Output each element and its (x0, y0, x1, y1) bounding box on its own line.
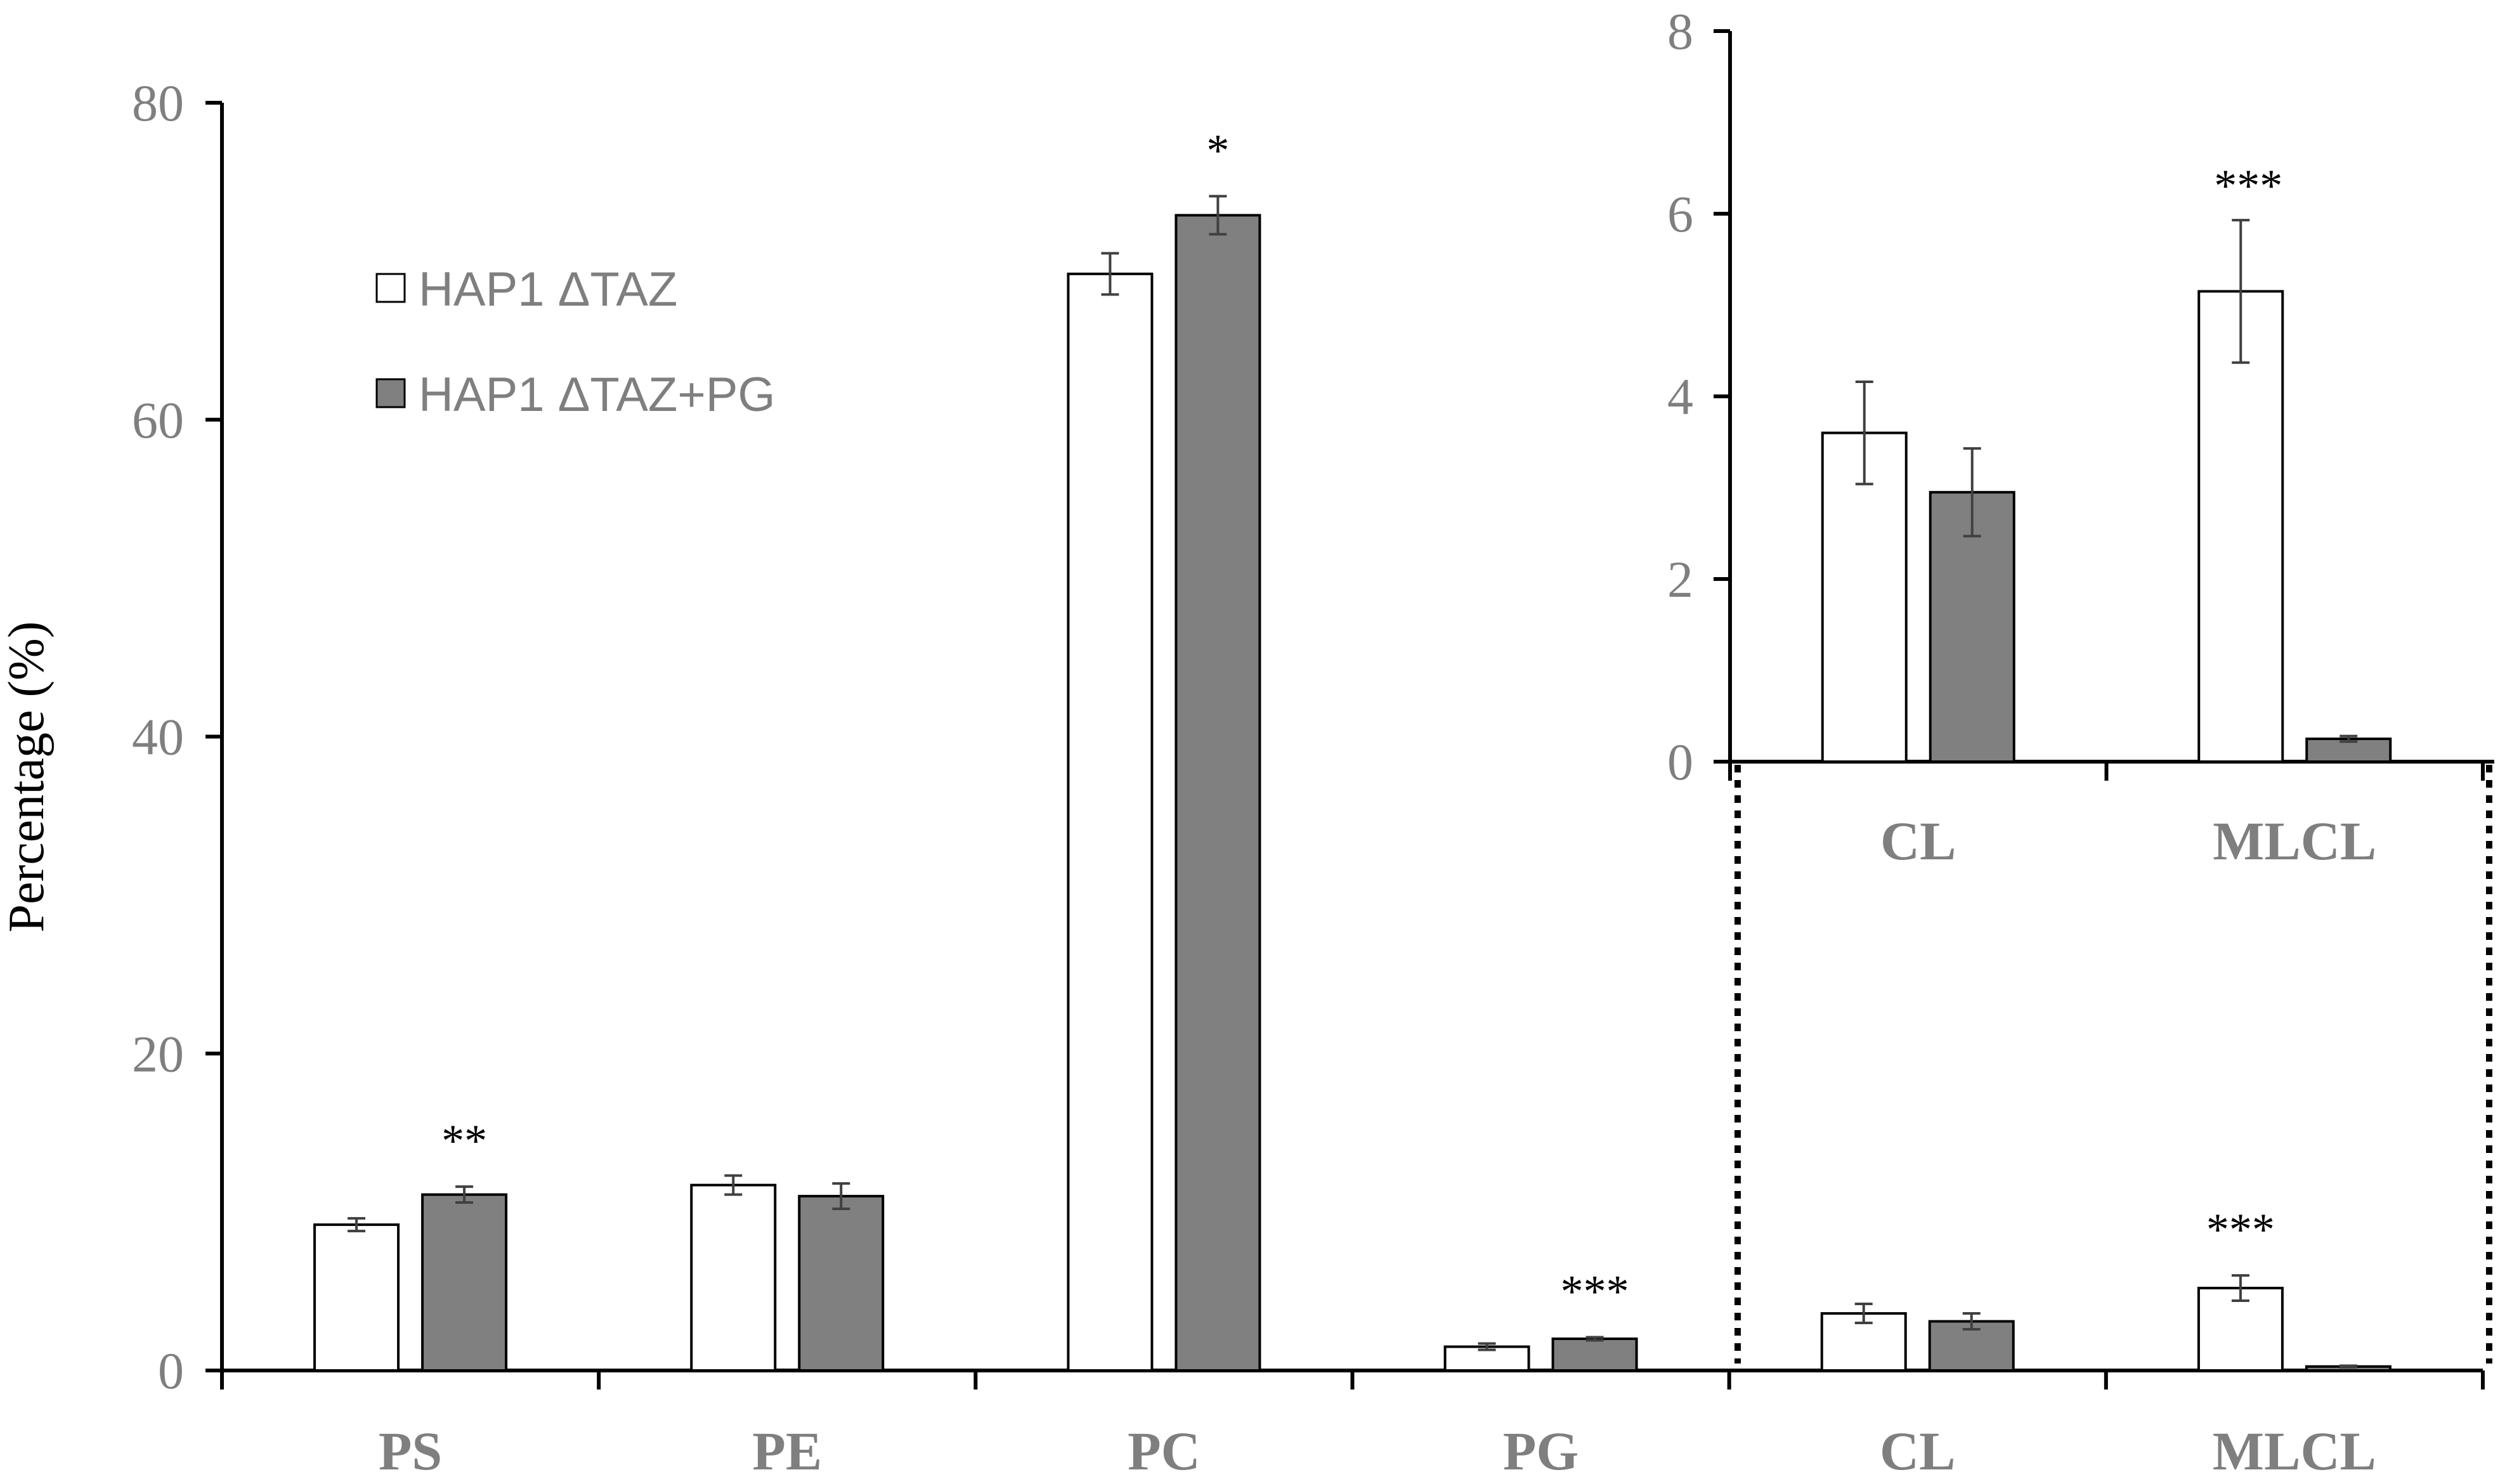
x-category-label: PC (1128, 1421, 1201, 1481)
inset-x-category-label: MLCL (2213, 810, 2376, 871)
x-category-label: PG (1503, 1421, 1578, 1481)
y-tick-label: 60 (132, 391, 184, 449)
bar-ps-series-1 (313, 1223, 400, 1372)
bar-pe-series-2 (798, 1195, 885, 1372)
x-category-label: CL (1880, 1421, 1955, 1481)
inset-bar-mlcl-series-1 (2197, 290, 2284, 763)
y-tick-label: 0 (158, 1342, 184, 1400)
y-tick-label: 20 (132, 1025, 184, 1083)
inset-plot: 0 2 4 6 8 CL MLCL *** (1667, 3, 2494, 871)
bar-pg-series-2 (1551, 1338, 1638, 1372)
inset-y-tick-label: 4 (1667, 368, 1693, 426)
bar-pe-series-1 (690, 1183, 777, 1372)
inset-connector (1734, 765, 2492, 1364)
inset-y-tick-label: 0 (1667, 733, 1693, 791)
legend-label-series-2: HAP1 ΔTAZ+PG (419, 368, 776, 422)
y-tick-label: 40 (132, 708, 184, 766)
y-tick-label: 80 (132, 74, 184, 132)
inset-y-tick-label: 8 (1667, 3, 1693, 60)
inset-y-tick-label: 6 (1667, 185, 1693, 243)
legend-label-series-1: HAP1 ΔTAZ (419, 263, 677, 316)
inset-y-tick-label: 2 (1667, 550, 1693, 608)
significance-marker: *** (2206, 1204, 2275, 1255)
bar-ps-series-2 (421, 1193, 508, 1372)
x-category-label: MLCL (2213, 1421, 2376, 1481)
significance-marker: *** (1561, 1266, 1629, 1317)
legend-swatch-series-1 (375, 273, 406, 303)
bar-pc-series-2 (1175, 214, 1261, 1372)
legend-swatch-series-2 (375, 378, 406, 408)
bar-pc-series-1 (1067, 272, 1154, 1372)
inset-significance-marker: *** (2214, 160, 2282, 211)
x-category-label: PE (752, 1421, 822, 1481)
significance-marker: * (1206, 125, 1229, 176)
x-category-label: PS (379, 1421, 442, 1481)
y-axis-title: Percentage (%) (0, 622, 55, 933)
inset-x-category-label: CL (1880, 810, 1956, 871)
significance-marker: ** (441, 1116, 487, 1166)
legend: HAP1 ΔTAZ HAP1 ΔTAZ+PG (375, 263, 776, 422)
